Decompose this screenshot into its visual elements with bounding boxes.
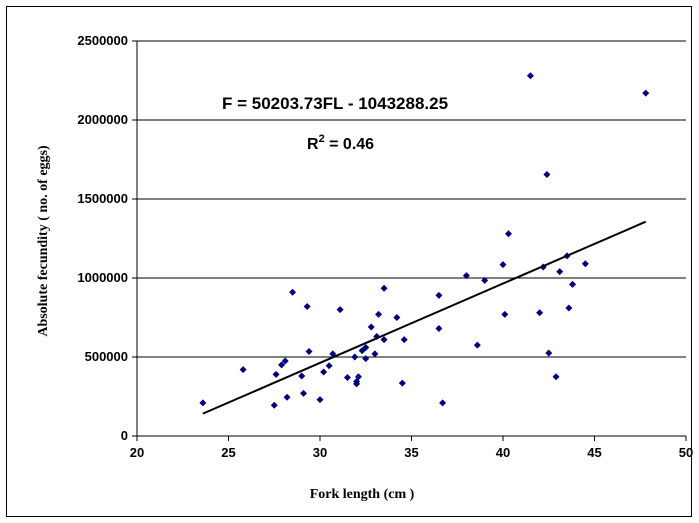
data-point <box>435 291 443 299</box>
r-squared-value: = 0.46 <box>325 136 374 153</box>
data-point <box>300 389 308 397</box>
x-tick-label: 50 <box>679 445 693 460</box>
y-tick-label: 2000000 <box>77 112 128 127</box>
data-point <box>371 350 379 358</box>
data-point <box>400 336 408 344</box>
data-point <box>545 349 553 357</box>
data-point <box>325 362 333 370</box>
y-axis-title: Absolute fecundity ( no. of eggs) <box>36 145 51 337</box>
axes <box>132 40 687 441</box>
trendline <box>202 220 647 415</box>
data-point <box>504 230 512 238</box>
data-point <box>398 379 406 387</box>
data-point <box>552 373 560 381</box>
x-tick-label: 30 <box>313 445 327 460</box>
data-point <box>351 353 359 361</box>
data-point <box>272 370 280 378</box>
chart-frame: 0 500000 1000000 1500000 2000000 2500000 20 25 3… <box>6 6 693 517</box>
data-point <box>380 336 388 344</box>
data-point <box>543 171 551 179</box>
y-tick-label: 1500000 <box>77 191 128 206</box>
data-point <box>316 396 324 404</box>
data-point <box>362 355 370 363</box>
x-tick-label: 45 <box>587 445 601 460</box>
data-point <box>501 310 509 318</box>
data-point <box>336 306 344 314</box>
r-squared-letter: R <box>307 136 319 153</box>
trendline-group <box>202 220 647 415</box>
y-tick-label: 1000000 <box>77 270 128 285</box>
data-point <box>526 72 534 80</box>
data-point <box>565 304 573 312</box>
data-point <box>569 280 577 288</box>
gridlines <box>137 40 686 358</box>
r-squared-exponent: 2 <box>319 133 325 145</box>
data-point <box>556 268 564 276</box>
regression-equation: F = 50203.73FL - 1043288.25 <box>222 94 448 113</box>
data-point <box>536 309 544 317</box>
y-tick-label: 500000 <box>85 349 128 364</box>
data-point <box>278 361 286 369</box>
tick-labels: 0 500000 1000000 1500000 2000000 2500000 20 25 3… <box>77 33 693 460</box>
x-tick-label: 35 <box>404 445 418 460</box>
y-tick-label: 0 <box>121 428 128 443</box>
data-point <box>283 393 291 401</box>
data-point <box>320 368 328 376</box>
x-tick-label: 25 <box>221 445 235 460</box>
data-point <box>473 341 481 349</box>
data-point <box>393 314 401 321</box>
data-point <box>380 284 388 292</box>
x-tick-label: 20 <box>130 445 144 460</box>
data-point <box>642 89 650 97</box>
data-point <box>362 344 370 352</box>
data-point <box>435 325 443 333</box>
data-point <box>199 399 207 407</box>
data-point <box>581 260 589 268</box>
data-point <box>354 373 362 381</box>
data-point <box>270 401 278 409</box>
x-axis-title: Fork length (cm ) <box>310 487 415 502</box>
data-point <box>481 276 489 284</box>
data-point <box>375 310 383 318</box>
data-points <box>199 72 650 409</box>
data-point <box>298 372 306 380</box>
data-point <box>305 347 313 355</box>
data-point <box>289 288 297 296</box>
data-point <box>462 272 470 280</box>
r-squared-label: R2 = 0.46 <box>307 133 374 153</box>
scatter-chart: 0 500000 1000000 1500000 2000000 2500000 20 25 3… <box>36 33 693 502</box>
y-tick-label: 2500000 <box>77 33 128 48</box>
data-point <box>239 366 247 374</box>
data-point <box>499 261 507 269</box>
data-point <box>281 357 289 365</box>
data-point <box>367 323 375 331</box>
x-tick-label: 40 <box>496 445 510 460</box>
data-point <box>343 374 351 382</box>
data-point <box>439 399 447 407</box>
data-point <box>303 302 311 310</box>
